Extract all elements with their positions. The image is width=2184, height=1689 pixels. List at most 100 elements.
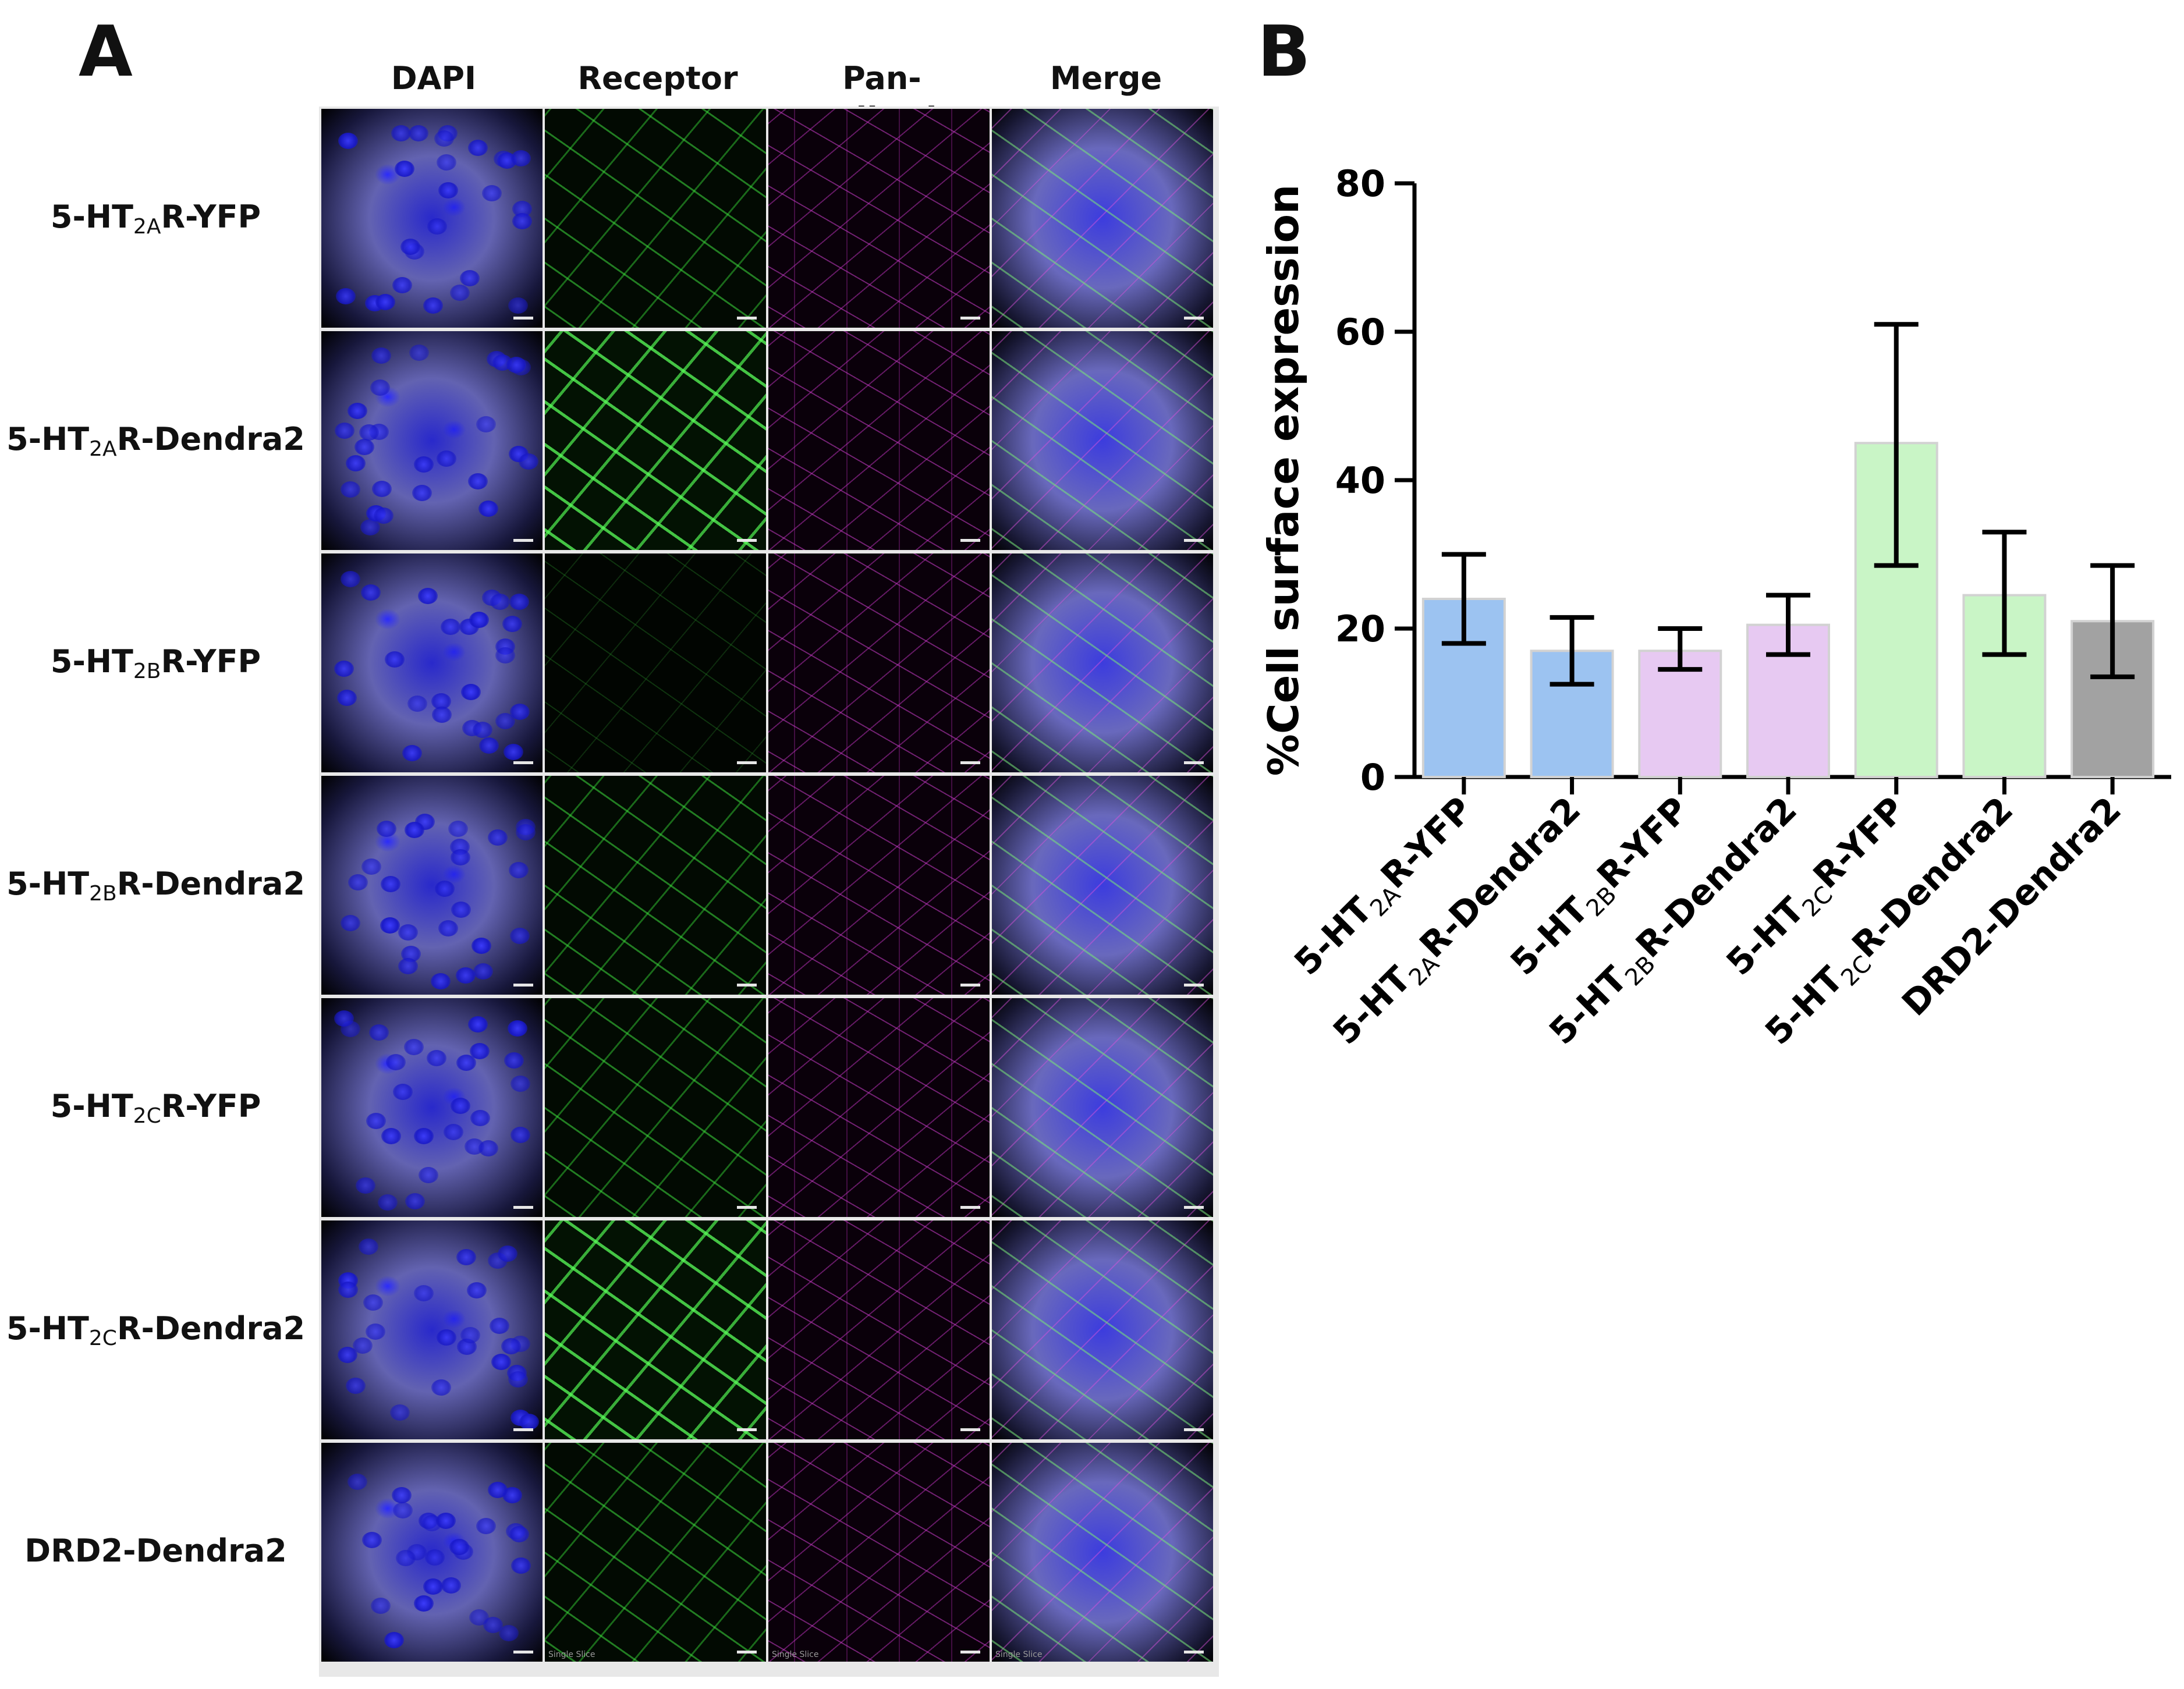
nucleus-blob: [482, 185, 502, 202]
nucleus-blob: [336, 288, 356, 304]
nucleus-blob: [334, 661, 354, 677]
nucleus-blob: [348, 402, 368, 419]
micrograph-pancad-tile: Single Slice: [768, 1443, 990, 1662]
micrograph-receptor-tile: [545, 1220, 766, 1439]
nucleus-blob: [468, 1016, 488, 1032]
nucleus-blob: [375, 294, 395, 311]
row-label-subscript: 2B: [89, 882, 117, 906]
row-label-prefix: 5-HT: [50, 1088, 133, 1124]
nucleus-blob: [436, 450, 456, 467]
nucleus-blob: [340, 481, 360, 498]
micrograph-dapi-tile: [321, 776, 543, 995]
nucleus-blob: [363, 1294, 384, 1311]
nucleus-blob: [499, 1624, 519, 1641]
nucleus-blob: [455, 967, 476, 984]
nucleus-blob: [431, 706, 452, 723]
row-label: 5-HT2BR-Dendra2: [0, 864, 311, 904]
nucleus-blob: [361, 858, 382, 875]
nucleus-blob: [460, 1327, 480, 1344]
micrograph-receptor-tile: [545, 109, 766, 328]
nucleus-blob: [450, 1098, 470, 1115]
micrograph-dapi-tile: [321, 1220, 543, 1439]
micrograph-receptor-tile: [545, 331, 766, 550]
micrograph-receptor-tile: Single Slice: [545, 1443, 766, 1662]
nucleus-blob: [400, 238, 420, 255]
nucleus-blob: [391, 125, 412, 141]
nucleus-blob: [478, 501, 499, 517]
nucleus-blob: [348, 874, 368, 890]
nucleus-blob: [436, 154, 456, 171]
row-label-subscript: 2C: [133, 1104, 161, 1128]
nucleus-blob: [443, 1124, 463, 1141]
nucleus-blob: [338, 1281, 359, 1298]
nucleus-blob: [467, 140, 488, 157]
micrograph-merge-tile: [992, 1220, 1213, 1439]
nucleus-blob: [431, 1379, 451, 1396]
micrograph-grid: Single Slice Single Slice Single Slice: [319, 107, 1219, 1677]
x-tick-label: 5-HT2AR-YFP: [1286, 789, 1484, 987]
nucleus-blob: [473, 963, 493, 980]
nucleus-blob: [340, 570, 360, 587]
row-label-prefix: 5-HT: [50, 643, 133, 680]
row-label-prefix: 5-HT: [50, 198, 133, 235]
nucleus-blob: [451, 901, 471, 918]
nucleus-blob: [440, 619, 460, 636]
nucleus-blob: [380, 917, 400, 934]
nucleus-blob: [478, 1140, 498, 1156]
micrograph-pancad-tile: [768, 776, 990, 995]
nucleus-blob: [434, 130, 455, 147]
nucleus-blob: [414, 1595, 434, 1612]
nucleus-blob: [360, 584, 381, 601]
y-axis-label: %Cell surface expression: [1259, 184, 1308, 776]
micrograph-merge-tile: [992, 553, 1213, 772]
row-label-subscript: 2C: [88, 1326, 117, 1350]
y-tick-label: 20: [1335, 608, 1385, 650]
nucleus-blob: [509, 593, 529, 610]
nucleus-blob: [405, 1193, 425, 1210]
nucleus-blob: [511, 1557, 531, 1574]
bar-chart: 0 20 40 60 80 %Cell surface expression 5-HT2AR…: [1259, 162, 2171, 1053]
row-label: 5-HT2AR-Dendra2: [0, 419, 311, 460]
nucleus-blob: [409, 125, 429, 142]
nucleus-blob: [501, 1337, 521, 1354]
micrograph-merge-tile: [992, 998, 1213, 1217]
nucleus-blob: [467, 1282, 487, 1299]
nucleus-blob: [508, 297, 529, 314]
nucleus-blob: [456, 1248, 476, 1265]
nucleus-blob: [490, 1318, 510, 1335]
nucleus-blob: [509, 861, 529, 878]
nucleus-blob: [404, 1038, 424, 1055]
row-label-subscript: 2B: [133, 659, 161, 683]
nucleus-blob: [423, 297, 443, 314]
micrograph-dapi-tile: [321, 998, 543, 1217]
nucleus-blob: [490, 593, 510, 610]
micrograph-dapi-tile: [321, 1443, 543, 1662]
nucleus-blob: [510, 1075, 530, 1092]
nucleus-blob: [449, 1538, 470, 1555]
row-label-suffix: R-Dendra2: [116, 1310, 306, 1347]
nucleus-blob: [478, 737, 499, 754]
nucleus-blob: [398, 958, 419, 975]
nucleus-blob: [334, 422, 354, 439]
nucleus-blob: [470, 1109, 491, 1126]
single-slice-note: Single Slice: [995, 1650, 1043, 1659]
nucleus-blob: [468, 473, 488, 489]
panel-a-letter: A: [79, 12, 133, 93]
column-label-dapi: DAPI: [391, 60, 477, 97]
column-label-receptor: Receptor: [577, 60, 738, 97]
nucleus-blob: [509, 927, 530, 944]
micrograph-merge-tile: [992, 331, 1213, 550]
nucleus-blob: [392, 1487, 412, 1504]
nucleus-blob: [495, 647, 516, 664]
nucleus-blob: [431, 973, 451, 990]
nucleus-blob: [519, 1414, 539, 1431]
nucleus-blob: [409, 344, 430, 361]
nucleus-blob: [348, 1473, 368, 1490]
nucleus-blob: [508, 1371, 528, 1388]
micrograph-pancad-tile: [768, 553, 990, 772]
nucleus-blob: [366, 1323, 386, 1340]
row-label-suffix: R-Dendra2: [116, 865, 305, 902]
nucleus-blob: [495, 712, 515, 729]
y-tick-label: 80: [1335, 162, 1385, 205]
nucleus-blob: [460, 684, 481, 701]
